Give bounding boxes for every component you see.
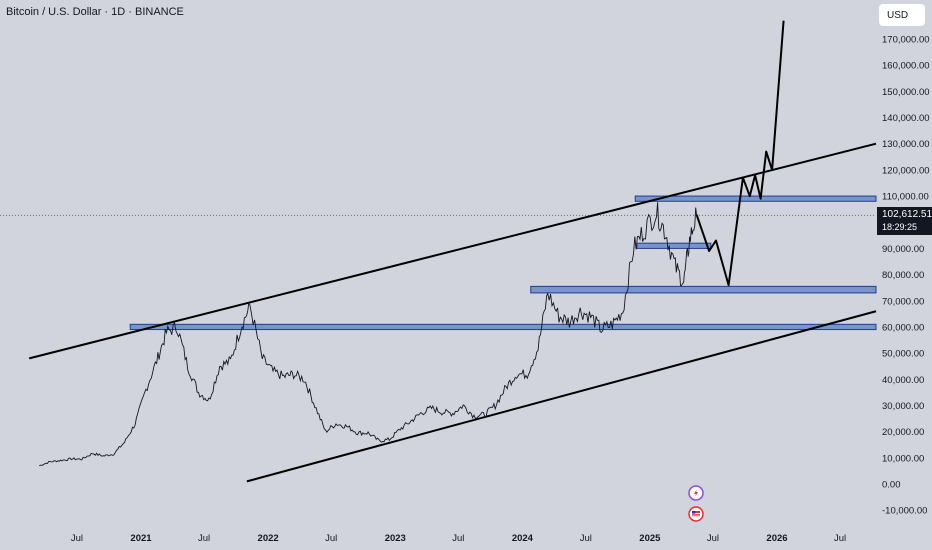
y-tick-label: 50,000.00 (882, 349, 924, 360)
event-lightning-icon[interactable] (688, 485, 704, 501)
x-tick-label: 2021 (130, 533, 152, 544)
x-tick-label: Jul (580, 533, 592, 544)
x-tick-label: 2023 (385, 533, 406, 544)
price-series-line (39, 202, 697, 467)
flag-us-icon[interactable] (688, 506, 704, 522)
y-tick-label: 90,000.00 (882, 244, 924, 255)
y-tick-label: 110,000.00 (882, 192, 929, 203)
y-tick-label: 150,000.00 (882, 87, 930, 98)
y-tick-label: 120,000.00 (882, 165, 930, 176)
last-price-value: 102,612.51 (882, 209, 932, 220)
x-tick-label: Jul (834, 533, 846, 544)
support-resistance-zone[interactable] (530, 285, 877, 294)
x-tick-label: Jul (707, 533, 719, 544)
y-tick-label: 40,000.00 (882, 375, 924, 386)
support-resistance-zone[interactable] (634, 195, 877, 202)
y-tick-label: 80,000.00 (882, 270, 924, 281)
x-tick-label: 2022 (258, 533, 279, 544)
y-tick-label: 60,000.00 (882, 322, 924, 333)
bar-countdown: 18:29:25 (882, 222, 918, 232)
y-tick-label: 10,000.00 (882, 453, 924, 464)
y-tick-label: 0.00 (882, 480, 901, 491)
x-tick-label: 2026 (766, 533, 787, 544)
y-tick-label: 160,000.00 (882, 61, 930, 72)
x-tick-label: Jul (325, 533, 337, 544)
trendline[interactable] (246, 310, 877, 483)
y-tick-label: -10,000.00 (882, 506, 927, 517)
y-tick-label: 130,000.00 (882, 139, 930, 150)
y-tick-label: 70,000.00 (882, 296, 924, 307)
x-tick-label: Jul (198, 533, 210, 544)
support-resistance-zone[interactable] (636, 242, 712, 249)
chart-title: Bitcoin / U.S. Dollar · 1D · BINANCE (6, 6, 184, 18)
y-tick-label: 30,000.00 (882, 401, 924, 412)
x-tick-label: Jul (71, 533, 83, 544)
support-resistance-zone[interactable] (129, 323, 877, 331)
y-tick-label: 140,000.00 (882, 113, 930, 124)
projection-path[interactable] (695, 20, 785, 287)
last-price-label: 102,612.51 18:29:25 (877, 207, 932, 235)
x-tick-label: Jul (452, 533, 464, 544)
y-tick-label: 170,000.00 (882, 35, 930, 46)
currency-button[interactable]: USD (879, 4, 925, 26)
trendline[interactable] (28, 142, 877, 360)
x-tick-label: 2024 (512, 533, 534, 544)
x-tick-label: 2025 (639, 533, 661, 544)
y-tick-label: 20,000.00 (882, 427, 924, 438)
